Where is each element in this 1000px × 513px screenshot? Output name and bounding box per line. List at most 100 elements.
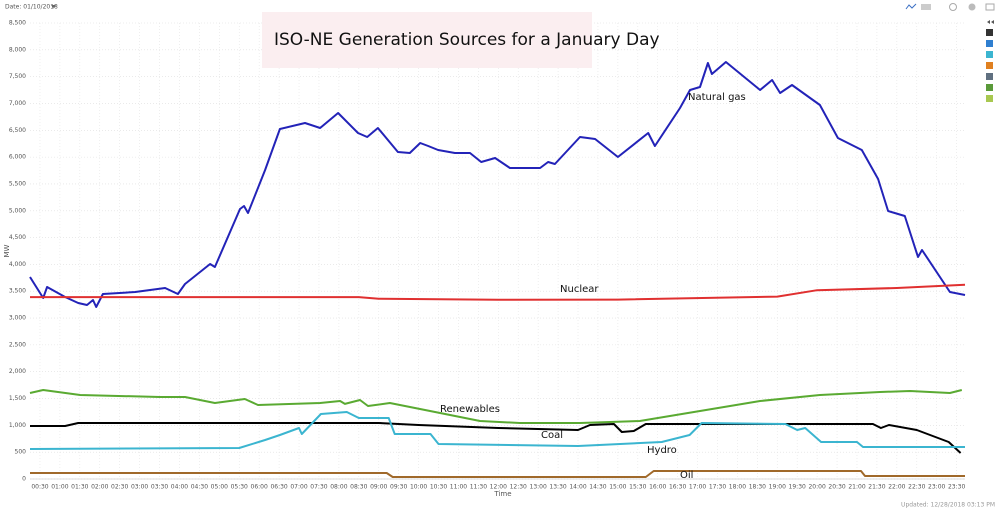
y-tick-label: 6,000 (9, 154, 26, 161)
x-tick-label: 05:30 (231, 484, 248, 491)
x-tick-label: 16:30 (669, 484, 686, 491)
y-tick-label: 7,000 (9, 100, 26, 107)
x-tick-label: 21:30 (868, 484, 885, 491)
swatch[interactable] (986, 73, 993, 80)
dropdown-arrow[interactable] (51, 5, 56, 8)
x-tick-label: 08:00 (330, 484, 347, 491)
x-tick-label: 13:00 (530, 484, 547, 491)
x-tick-label: 17:30 (709, 484, 726, 491)
help-icon[interactable] (949, 3, 957, 11)
x-tick-label: 15:30 (629, 484, 646, 491)
lines (29, 61, 966, 478)
series-line (29, 411, 965, 450)
x-tick-label: 20:30 (828, 484, 845, 491)
x-tick-label: 12:00 (490, 484, 507, 491)
x-tick-label: 21:00 (848, 484, 865, 491)
swatch[interactable] (986, 62, 993, 69)
title-box (262, 12, 592, 68)
x-tick-label: 00:30 (31, 484, 48, 491)
x-tick-label: 16:00 (649, 484, 666, 491)
series-label: Oil (680, 470, 693, 481)
series-label: Natural gas (688, 92, 746, 103)
x-tick-label: 06:00 (251, 484, 268, 491)
series-line (30, 470, 965, 478)
x-tick-label: 07:30 (310, 484, 327, 491)
x-tick-label: 11:30 (470, 484, 487, 491)
date-selector[interactable]: Date: 01/10/2018 (5, 4, 58, 11)
series-label: Coal (541, 430, 563, 441)
swatch[interactable] (986, 84, 993, 91)
y-tick-label: 6,500 (9, 127, 26, 134)
y-tick-label: 5,000 (9, 207, 26, 214)
x-tick-label: 02:00 (91, 484, 108, 491)
x-tick-label: 17:00 (689, 484, 706, 491)
swatch[interactable] (986, 51, 993, 58)
y-tick-label: 4,500 (9, 234, 26, 241)
y-tick-label: 500 (15, 449, 27, 456)
y-tick-label: 4,000 (9, 261, 26, 268)
x-tick-label: 04:00 (171, 484, 188, 491)
x-tick-label: 20:00 (808, 484, 825, 491)
series-line (30, 422, 962, 454)
x-tick-label: 19:00 (769, 484, 786, 491)
x-tick-label: 04:30 (191, 484, 208, 491)
y-tick-label: 3,500 (9, 288, 26, 295)
x-tick-label: 23:30 (948, 484, 965, 491)
y-axis-label: MW (3, 244, 11, 257)
y-tick-label: 8,500 (9, 20, 26, 27)
y-tick-label: 2,500 (9, 341, 26, 348)
swatch[interactable] (986, 40, 993, 47)
x-tick-label: 09:30 (390, 484, 407, 491)
series-line (29, 389, 963, 424)
export-icon[interactable] (985, 3, 995, 11)
x-axis-label: Time (493, 490, 511, 498)
chart-icon[interactable] (905, 3, 917, 10)
x-tick-label: 10:30 (430, 484, 447, 491)
x-tick-label: 01:00 (51, 484, 68, 491)
toolbar (905, 3, 995, 102)
y-tick-label: 3,000 (9, 315, 26, 322)
collapse-icon[interactable] (987, 20, 994, 24)
x-tick-label: 18:30 (749, 484, 766, 491)
x-tick-label: 05:00 (211, 484, 228, 491)
table-icon[interactable] (921, 4, 931, 10)
y-tick-label: 7,500 (9, 73, 26, 80)
x-tick-label: 14:30 (589, 484, 606, 491)
x-tick-label: 19:30 (789, 484, 806, 491)
x-tick-label: 13:30 (549, 484, 566, 491)
x-tick-label: 01:30 (71, 484, 88, 491)
x-tick-label: 18:00 (729, 484, 746, 491)
chart-title: ISO-NE Generation Sources for a January … (274, 30, 660, 50)
series-label: Renewables (440, 404, 500, 415)
swatch[interactable] (986, 95, 993, 102)
x-tick-label: 10:00 (410, 484, 427, 491)
x-tick-label: 22:00 (888, 484, 905, 491)
x-tick-label: 03:00 (131, 484, 148, 491)
y-tick-label: 2,000 (9, 368, 26, 375)
x-tick-label: 22:30 (908, 484, 925, 491)
x-tick-label: 03:30 (151, 484, 168, 491)
x-tick-label: 23:00 (928, 484, 945, 491)
y-tick-label: 0 (22, 476, 26, 483)
y-tick-label: 5,500 (9, 180, 26, 187)
x-tick-label: 02:30 (111, 484, 128, 491)
x-tick-label: 11:00 (450, 484, 467, 491)
updated-note: Updated: 12/28/2018 03:13 PM (901, 502, 995, 509)
x-tick-label: 15:00 (609, 484, 626, 491)
x-tick-label: 08:30 (350, 484, 367, 491)
y-tick-label: 8,000 (9, 46, 26, 53)
x-tick-label: 09:00 (370, 484, 387, 491)
x-tick-label: 07:00 (290, 484, 307, 491)
settings-icon[interactable] (968, 3, 976, 11)
x-tick-label: 14:00 (569, 484, 586, 491)
series-label: Hydro (647, 445, 677, 456)
x-tick-label: 12:30 (510, 484, 527, 491)
series-line (29, 61, 966, 308)
y-tick-label: 1,500 (9, 395, 26, 402)
y-tick-label: 1,000 (9, 422, 26, 429)
series-line (30, 283, 966, 301)
swatch[interactable] (986, 29, 993, 36)
grid: 0 500 1,000 1,500 2,000 2,500 3,000 3,500 4,000 4… (9, 20, 966, 491)
